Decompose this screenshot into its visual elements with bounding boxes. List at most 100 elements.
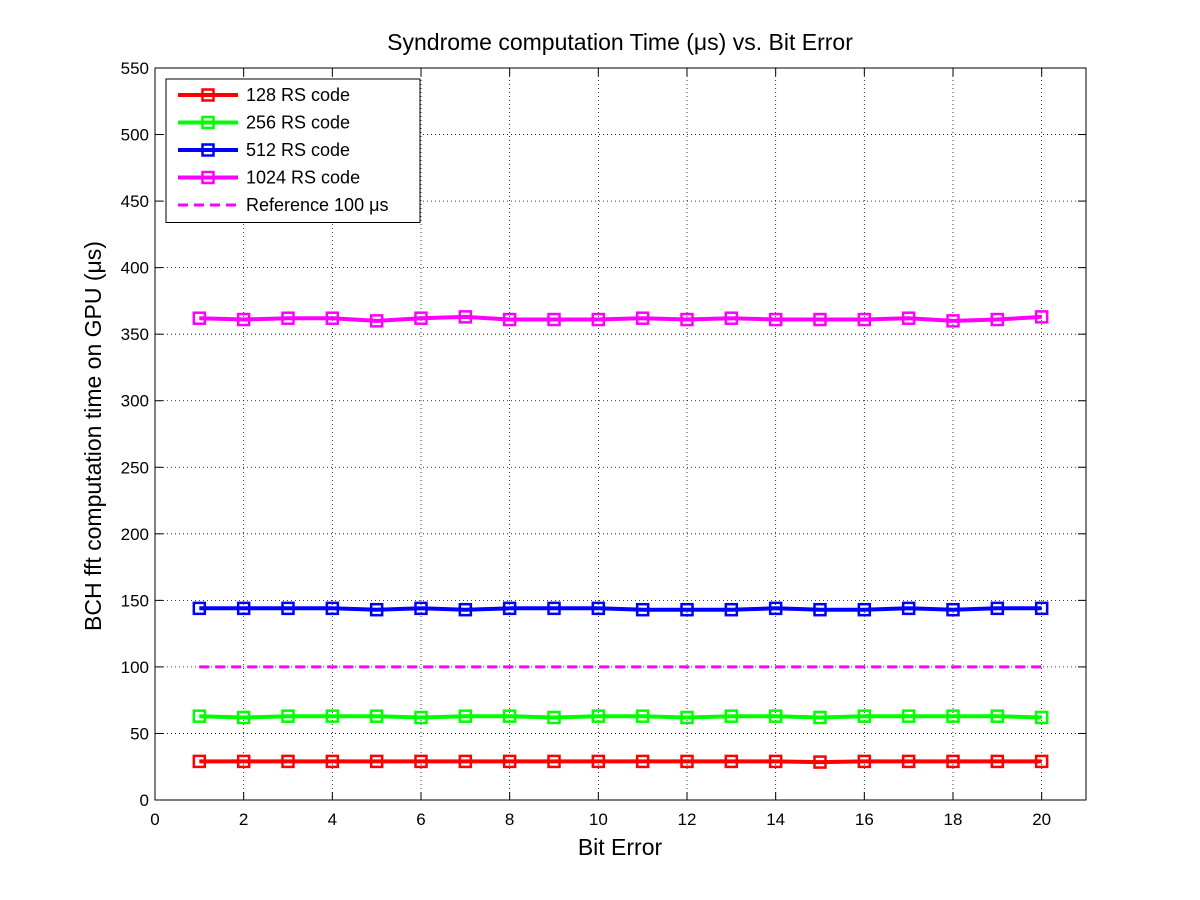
data-point <box>458 602 473 617</box>
x-tick-label: 18 <box>944 810 963 829</box>
data-point <box>1034 601 1049 616</box>
data-point <box>369 709 384 723</box>
data-point <box>414 601 428 616</box>
data-point <box>458 310 473 324</box>
data-point <box>591 754 606 769</box>
data-point <box>281 311 295 325</box>
data-point <box>990 709 1005 723</box>
data-point <box>680 602 694 617</box>
series-line <box>199 714 1042 720</box>
x-tick-label: 6 <box>416 810 425 829</box>
data-point <box>281 601 295 616</box>
data-point <box>414 710 428 725</box>
data-point <box>990 754 1005 769</box>
data-point <box>901 311 916 325</box>
data-point <box>857 602 872 617</box>
y-tick-label: 300 <box>121 392 149 411</box>
legend-entry: Reference 100 μs <box>178 195 388 215</box>
y-tick-label: 400 <box>121 259 149 278</box>
data-point <box>768 709 783 723</box>
data-point <box>680 710 694 725</box>
legend-marker <box>201 143 215 157</box>
x-tick-label: 14 <box>766 810 785 829</box>
data-point <box>857 312 872 327</box>
plot-frame <box>154 67 1087 801</box>
data-point <box>236 312 251 327</box>
data-point <box>458 709 473 723</box>
data-point <box>635 754 650 769</box>
data-point <box>502 312 517 327</box>
data-point <box>857 709 872 723</box>
data-point <box>458 754 473 769</box>
axes: 0 2 4 6 8 10 12 14 16 18 2005010015020025030035040… <box>121 59 1087 829</box>
data-point <box>946 314 960 328</box>
data-point <box>591 312 606 327</box>
data-point <box>547 601 561 616</box>
data-point <box>281 709 295 723</box>
data-point <box>547 754 561 769</box>
series-line <box>199 314 1042 323</box>
data-point <box>857 754 872 769</box>
x-tick-label: 10 <box>589 810 608 829</box>
legend-entry: 256 RS code <box>178 113 350 133</box>
x-tick-label: 0 <box>150 810 159 829</box>
data-point <box>724 754 739 769</box>
data-point <box>192 709 207 723</box>
data-point <box>325 601 340 616</box>
data-point <box>901 754 916 769</box>
y-tick-label: 150 <box>121 591 149 610</box>
data-point <box>990 312 1005 327</box>
legend-marker <box>201 170 215 185</box>
data-point <box>236 601 251 616</box>
data-point <box>369 754 384 769</box>
y-tick-label: 450 <box>121 192 149 211</box>
data-point <box>369 314 384 328</box>
y-tick-label: 350 <box>121 325 149 344</box>
legend-label: 128 RS code <box>246 85 350 105</box>
data-point <box>192 601 207 616</box>
data-point <box>502 754 517 769</box>
data-point <box>547 312 561 327</box>
x-tick-label: 20 <box>1032 810 1051 829</box>
legend: 128 RS code 256 RS code 512 RS code 1024 RS… <box>165 78 421 223</box>
data-point <box>1034 710 1049 725</box>
data-point <box>502 601 517 616</box>
y-tick-label: 0 <box>140 791 149 810</box>
x-tick-label: 8 <box>505 810 514 829</box>
data-point <box>768 312 783 327</box>
y-tick-label: 50 <box>130 724 149 743</box>
data-point <box>325 709 340 723</box>
data-point <box>901 601 916 616</box>
legend-entry: 512 RS code <box>178 140 350 160</box>
series-line <box>199 606 1042 612</box>
data-point <box>813 710 827 725</box>
data-point <box>724 602 739 617</box>
x-tick-label: 4 <box>328 810 337 829</box>
data-point <box>813 312 827 327</box>
data-point <box>547 710 561 725</box>
x-tick-label: 16 <box>855 810 874 829</box>
series-group <box>192 310 1049 769</box>
data-point <box>635 311 650 325</box>
data-point <box>990 601 1005 616</box>
y-tick-label: 200 <box>121 525 149 544</box>
y-tick-label: 550 <box>121 59 149 78</box>
y-tick-label: 250 <box>121 458 149 477</box>
data-point <box>502 709 517 723</box>
data-point <box>414 754 428 769</box>
data-point <box>724 311 739 325</box>
series-2 <box>192 601 1049 617</box>
data-point <box>768 754 783 769</box>
data-point <box>768 601 783 616</box>
series-line <box>199 759 1042 765</box>
x-tick-label: 12 <box>678 810 697 829</box>
data-point <box>946 602 960 617</box>
x-tick-label: 2 <box>239 810 248 829</box>
legend-marker <box>201 88 215 102</box>
data-point <box>281 754 295 769</box>
data-point <box>325 754 340 769</box>
series-1 <box>192 709 1049 725</box>
data-point <box>369 602 384 617</box>
data-point <box>680 312 694 327</box>
